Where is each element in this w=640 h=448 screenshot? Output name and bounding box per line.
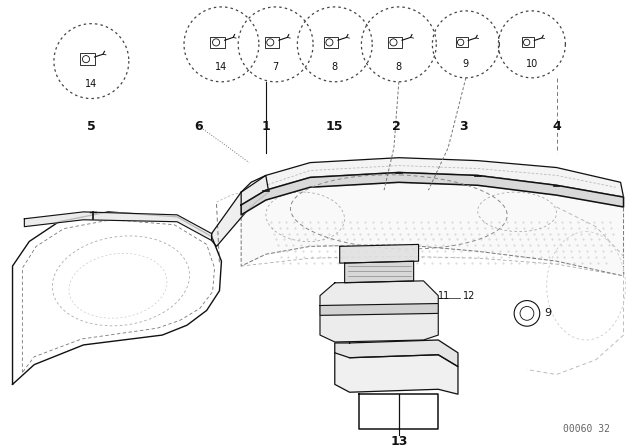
Text: 14: 14 xyxy=(215,62,228,72)
Bar xyxy=(264,37,279,48)
Text: 3: 3 xyxy=(460,120,468,133)
Text: 4: 4 xyxy=(552,120,561,133)
Polygon shape xyxy=(344,261,413,283)
Polygon shape xyxy=(320,304,438,315)
Polygon shape xyxy=(241,182,623,276)
Polygon shape xyxy=(335,353,458,394)
Polygon shape xyxy=(212,176,269,246)
Text: 8: 8 xyxy=(396,62,402,72)
Polygon shape xyxy=(241,158,623,205)
Bar xyxy=(211,37,225,48)
Text: 6: 6 xyxy=(195,120,203,133)
Text: 15: 15 xyxy=(326,120,344,133)
Polygon shape xyxy=(241,172,623,215)
Polygon shape xyxy=(24,212,212,241)
Text: 00060 32: 00060 32 xyxy=(563,424,609,434)
Text: 8: 8 xyxy=(332,62,338,72)
Bar xyxy=(324,37,338,48)
Text: 9: 9 xyxy=(463,60,469,69)
Polygon shape xyxy=(340,245,419,263)
Text: 9: 9 xyxy=(545,308,552,319)
Polygon shape xyxy=(360,394,438,429)
Text: 11: 11 xyxy=(438,291,451,301)
Text: 2: 2 xyxy=(392,120,401,133)
Bar xyxy=(456,37,468,47)
Text: 14: 14 xyxy=(85,78,97,89)
Text: 7: 7 xyxy=(273,62,279,72)
Bar xyxy=(388,37,402,48)
Text: 13: 13 xyxy=(390,435,408,448)
Bar xyxy=(522,37,534,47)
Polygon shape xyxy=(335,340,458,366)
Text: 10: 10 xyxy=(525,60,538,69)
Text: 12: 12 xyxy=(463,291,476,301)
Text: 5: 5 xyxy=(87,120,96,133)
Polygon shape xyxy=(320,281,438,342)
Text: 1: 1 xyxy=(261,120,270,133)
Bar xyxy=(80,53,95,65)
